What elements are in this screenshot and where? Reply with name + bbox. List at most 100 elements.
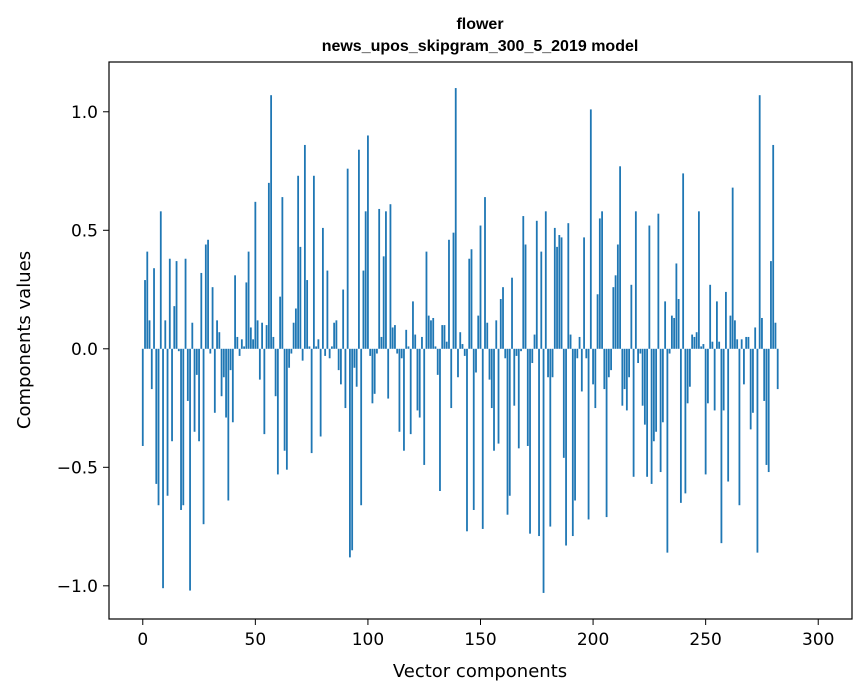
bar-147 — [472, 348, 475, 510]
bar-122 — [416, 348, 419, 411]
bar-161 — [504, 348, 507, 359]
bar-139 — [454, 88, 457, 349]
bar-177 — [540, 251, 543, 349]
bar-1 — [144, 280, 146, 349]
bar-254 — [713, 348, 716, 411]
bar-109 — [387, 348, 390, 399]
bar-24 — [195, 348, 198, 375]
bar-80 — [321, 227, 324, 349]
bar-282 — [776, 348, 779, 390]
bar-0 — [141, 348, 144, 446]
bar-107 — [382, 256, 385, 349]
bar-125 — [423, 348, 426, 465]
bar-178 — [542, 348, 545, 593]
bar-277 — [765, 348, 768, 465]
bar-220 — [637, 348, 640, 364]
bar-105 — [378, 208, 381, 349]
bar-162 — [506, 348, 509, 515]
bar-145 — [468, 258, 471, 349]
bar-188 — [565, 348, 567, 546]
bar-112 — [394, 325, 396, 349]
bar-18 — [182, 348, 185, 506]
bar-98 — [362, 270, 365, 349]
bar-179 — [544, 211, 547, 349]
bar-58 — [272, 336, 275, 349]
bar-190 — [569, 334, 572, 349]
bar-172 — [529, 348, 531, 534]
bar-40 — [231, 348, 234, 423]
bar-63 — [283, 348, 286, 451]
bar-236 — [673, 317, 676, 349]
bar-233 — [666, 348, 669, 553]
bar-43 — [238, 348, 241, 356]
bar-224 — [646, 348, 649, 477]
bar-65 — [288, 348, 291, 368]
bar-54 — [263, 348, 266, 435]
bar-237 — [675, 263, 678, 349]
x-axis-ticks: 0 50 100 150 200 250 300 — [137, 619, 834, 650]
bar-241 — [684, 348, 687, 494]
bar-208 — [610, 348, 612, 371]
bar-274 — [758, 95, 761, 349]
bar-218 — [632, 348, 635, 477]
bar-280 — [772, 144, 775, 349]
bar-275 — [761, 317, 763, 349]
bar-229 — [657, 213, 660, 349]
bar-138 — [452, 232, 455, 349]
bar-169 — [522, 216, 525, 349]
bar-141 — [459, 332, 462, 349]
bar-255 — [716, 301, 718, 349]
bar-143 — [463, 348, 466, 356]
bar-266 — [740, 339, 743, 349]
y-axis-label: Components values — [14, 251, 35, 429]
bar-239 — [679, 348, 682, 503]
bar-156 — [493, 348, 495, 451]
bar-225 — [648, 225, 651, 349]
bar-49 — [252, 339, 254, 349]
bar-273 — [756, 348, 759, 553]
bar-203 — [598, 218, 601, 349]
bar-140 — [457, 348, 459, 378]
bar-260 — [727, 348, 730, 482]
bar-110 — [389, 204, 392, 349]
plot-frame — [108, 61, 853, 620]
bar-45 — [243, 346, 245, 349]
bar-89 — [342, 289, 345, 349]
bar-270 — [749, 348, 752, 430]
bar-76 — [312, 175, 315, 349]
bar-34 — [218, 332, 221, 349]
bars-group — [141, 88, 779, 593]
bar-216 — [628, 348, 631, 378]
bar-262 — [731, 187, 734, 349]
bar-111 — [391, 327, 394, 349]
bar-97 — [360, 348, 363, 506]
bar-171 — [526, 348, 529, 446]
bar-19 — [184, 258, 187, 349]
bar-226 — [650, 348, 653, 484]
bar-134 — [443, 325, 446, 349]
bar-25 — [198, 348, 200, 442]
bar-214 — [623, 348, 626, 390]
bar-198 — [587, 348, 590, 520]
bar-61 — [279, 296, 282, 349]
bar-176 — [538, 348, 540, 537]
bar-64 — [285, 348, 288, 470]
bar-201 — [594, 348, 597, 409]
bar-96 — [358, 149, 360, 349]
bar-251 — [707, 348, 709, 404]
bar-75 — [310, 348, 313, 454]
bar-128 — [430, 320, 432, 349]
x-axis-label: Vector components — [393, 661, 567, 682]
bar-48 — [249, 327, 252, 349]
bar-21 — [189, 348, 191, 591]
bar-261 — [729, 315, 732, 349]
bar-279 — [770, 261, 772, 349]
bar-16 — [177, 348, 180, 352]
bar-57 — [270, 95, 273, 349]
bar-103 — [373, 348, 376, 394]
bar-137 — [450, 348, 453, 409]
bar-9 — [162, 348, 164, 589]
bar-60 — [276, 348, 279, 475]
bar-272 — [754, 327, 757, 349]
